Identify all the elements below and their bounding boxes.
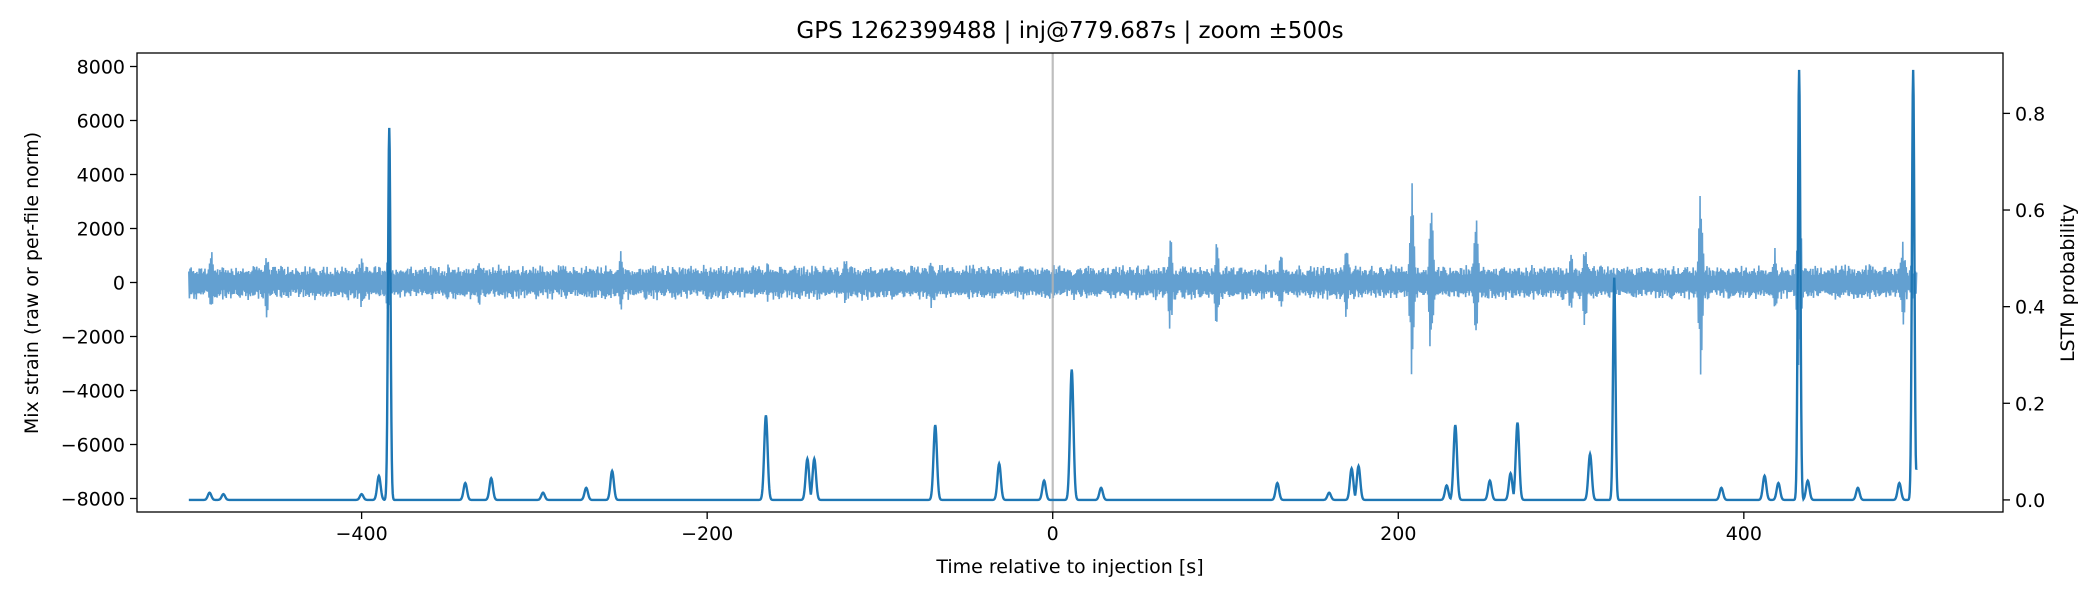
y-left-tick-label: 4000 [77,165,125,187]
series-layer [188,53,1918,512]
x-tick-label: −400 [336,523,388,545]
y-right-tick-label: 0.2 [2015,393,2045,415]
y-right-tick-label: 0.0 [2015,490,2045,512]
y-axis-right-label: LSTM probability [2057,204,2079,362]
x-axis: −400 −200 0 200 400 [336,512,1762,545]
y-right-tick-label: 0.8 [2015,103,2045,125]
x-tick-label: 200 [1380,523,1416,545]
y-left-tick-label: 6000 [77,111,125,133]
y-left-tick-label: 0 [113,273,125,295]
y-axis-left-label: Mix strain (raw or per-file norm) [21,132,43,434]
y-left-tick-label: −4000 [61,381,125,403]
x-axis-label: Time relative to injection [s] [935,556,1203,578]
y-left-tick-label: 8000 [77,57,125,79]
y-right-tick-label: 0.4 [2015,297,2045,319]
chart-title: GPS 1262399488 | inj@779.687s | zoom ±50… [796,18,1343,44]
x-tick-label: 0 [1047,523,1059,545]
y-left-tick-label: −8000 [61,489,125,511]
y-left-tick-label: −2000 [61,327,125,349]
y-left-tick-label: −6000 [61,435,125,457]
y-right-tick-label: 0.6 [2015,200,2045,222]
y-left-tick-label: 2000 [77,219,125,241]
y-axis-left: −8000 −6000 −4000 −2000 0 2000 4000 6000 8000 [61,57,137,511]
x-tick-label: 400 [1726,523,1762,545]
lstm-probability-line [188,69,1918,503]
x-tick-label: −200 [681,523,733,545]
y-axis-right: 0.0 0.2 0.4 0.6 0.8 [2003,103,2045,512]
